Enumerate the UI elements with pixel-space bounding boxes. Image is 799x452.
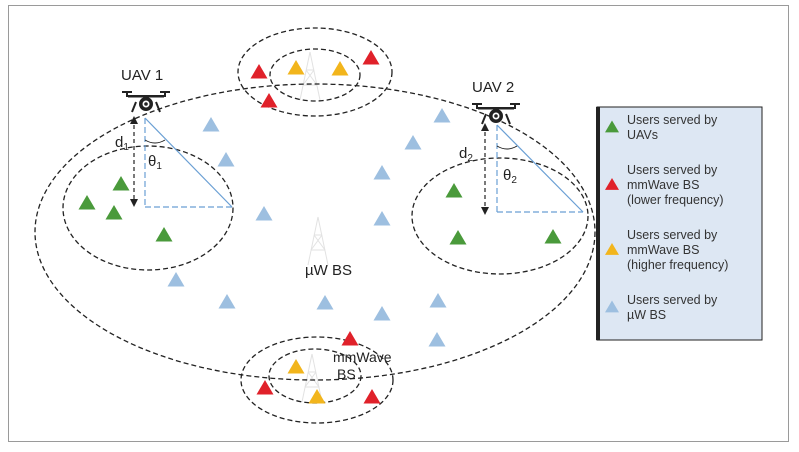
yellow-triangle-icon xyxy=(605,242,619,255)
uw-bs-coverage xyxy=(34,83,596,381)
mmwave-low-user-triangle xyxy=(362,50,380,65)
legend-item-text: µW BS xyxy=(627,308,666,322)
uav-user-triangle xyxy=(112,176,130,191)
uw-bs-tower-icon xyxy=(307,216,329,266)
mmwave-high-user-triangle xyxy=(331,61,349,76)
legend-item-text: (higher frequency) xyxy=(627,258,728,272)
legend-item-text: Users served by xyxy=(627,113,718,127)
legend-item-text: Users served by xyxy=(627,228,718,242)
uw-user-triangle xyxy=(255,206,273,221)
uw-user-triangle xyxy=(373,165,391,180)
legend-item-text: mmWave BS xyxy=(627,178,699,192)
uav-user-triangle xyxy=(78,195,96,210)
uw-user-triangle xyxy=(428,332,446,347)
blue-triangle-icon xyxy=(605,300,619,313)
mmwave-bs-label-line2: BS xyxy=(337,366,356,382)
uw-user-triangle xyxy=(167,272,185,287)
uw-user-triangle xyxy=(404,135,422,150)
mmwave-high-user-triangle xyxy=(287,359,305,374)
uw-user-triangle xyxy=(373,211,391,226)
uw-user-triangle xyxy=(373,306,391,321)
legend-item-text: (lower frequency) xyxy=(627,193,724,207)
legend-item-text: UAVs xyxy=(627,128,658,142)
uav-user-triangle xyxy=(105,205,123,220)
mmwave-bs-label-line1: mmWave xyxy=(333,349,392,365)
top-mmwave-outer-ring xyxy=(237,27,393,117)
uav-user-triangle xyxy=(155,227,173,242)
uav2-label: UAV 2 xyxy=(472,79,514,96)
uw-user-triangle xyxy=(218,294,236,309)
legend-item-text: Users served by xyxy=(627,293,718,307)
mmwave-low-user-triangle xyxy=(250,64,268,79)
uav-user-triangle xyxy=(445,183,463,198)
uav2-drone-icon xyxy=(471,102,521,125)
uw-user-triangle xyxy=(429,293,447,308)
top-mmwave-tower-icon xyxy=(299,51,321,101)
legend-item-text: Users served by xyxy=(627,163,718,177)
top-mmwave-inner-ring xyxy=(269,48,361,102)
mmwave-low-user-triangle xyxy=(260,93,278,108)
uav-user-triangle xyxy=(449,230,467,245)
green-triangle-icon xyxy=(605,120,619,133)
uav-user-triangle xyxy=(544,229,562,244)
mmwave-low-user-triangle xyxy=(363,389,381,404)
uav1-coverage xyxy=(62,145,234,271)
d2-label: d2 xyxy=(459,145,473,164)
legend-item-text: mmWave BS xyxy=(627,243,699,257)
uw-user-triangle xyxy=(202,117,220,132)
users-layer xyxy=(78,50,562,404)
bottom-mmwave-outer-ring xyxy=(240,336,394,424)
theta1-label: θ1 xyxy=(148,153,162,172)
mmwave-low-user-triangle xyxy=(341,331,359,346)
mmwave-high-user-triangle xyxy=(287,60,305,75)
uav1-label: UAV 1 xyxy=(121,67,163,84)
uav1-drone-icon xyxy=(121,90,171,113)
uw-bs-label: µW BS xyxy=(305,262,352,279)
theta2-label: θ2 xyxy=(503,167,517,186)
uw-user-triangle xyxy=(433,108,451,123)
mmwave-high-user-triangle xyxy=(308,389,326,404)
uav2-coverage xyxy=(411,157,589,275)
red-triangle-icon xyxy=(605,177,619,190)
mmwave-low-user-triangle xyxy=(256,380,274,395)
d1-label: d1 xyxy=(115,134,129,153)
uw-user-triangle xyxy=(316,295,334,310)
uw-user-triangle xyxy=(217,152,235,167)
